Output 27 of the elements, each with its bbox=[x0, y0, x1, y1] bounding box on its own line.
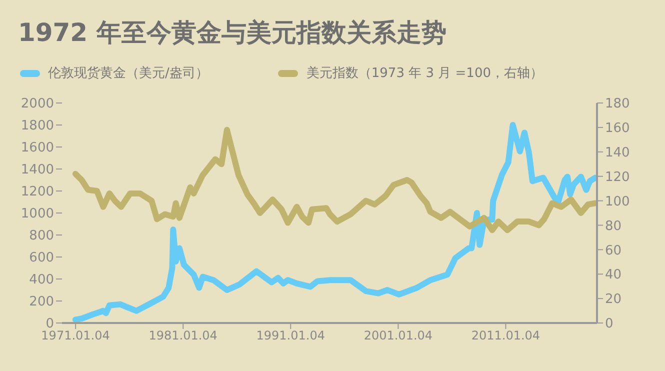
x-tick-label: 2011.01.04 bbox=[471, 328, 540, 343]
x-tick-label: 2001.01.04 bbox=[364, 328, 433, 343]
y2-tick-label: 100 bbox=[605, 194, 630, 210]
x-tick-label: 1991.01.04 bbox=[256, 328, 325, 343]
y2-tick-label: 20 bbox=[605, 292, 622, 308]
y2-tick-label: 60 bbox=[605, 243, 622, 258]
y-tick-label: 1000 bbox=[20, 206, 54, 222]
y-tick-label: 400 bbox=[29, 272, 54, 288]
y2-tick-label: 40 bbox=[605, 268, 622, 283]
y-tick-label: 600 bbox=[29, 250, 54, 266]
y2-tick-label: 80 bbox=[605, 218, 622, 234]
y2-tick-label: 160 bbox=[605, 121, 630, 136]
y-tick-label: 200 bbox=[29, 294, 54, 310]
y-tick-label: 800 bbox=[29, 228, 54, 244]
legend-label: 美元指数（1973 年 3 月 =100，右轴） bbox=[306, 65, 543, 82]
y2-tick-label: 180 bbox=[605, 96, 630, 112]
y-tick-label: 1200 bbox=[20, 184, 54, 200]
x-tick-label: 1981.01.04 bbox=[148, 328, 218, 343]
chart-title: 1972 年至今黄金与美元指数关系走势 bbox=[18, 17, 446, 49]
y-tick-label: 1600 bbox=[20, 140, 54, 156]
y2-tick-label: 0 bbox=[605, 316, 614, 332]
legend-label: 伦敦现货黄金（美元/盎司） bbox=[48, 65, 208, 82]
y2-tick-label: 120 bbox=[605, 170, 630, 185]
y-tick-label: 2000 bbox=[20, 96, 54, 112]
y2-tick-label: 140 bbox=[605, 146, 630, 161]
y-tick-label: 1800 bbox=[20, 118, 54, 134]
y-tick-label: 1400 bbox=[20, 162, 54, 178]
